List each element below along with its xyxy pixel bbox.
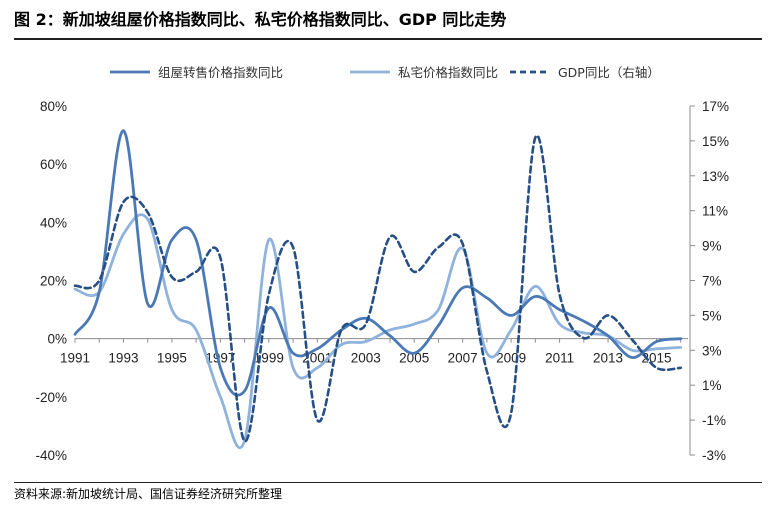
chart-axes: -40% -20% 0% 20% 40% 60% 80% -3% -1% 1% 3% 5% 7% 9% 11… [35,99,729,463]
title-rule [14,38,762,40]
y-right-tick-label: 11% [702,204,728,219]
chart-series [73,129,683,450]
legend-label-3: GDP同比（右轴） [558,65,660,80]
x-tick-label: 1997 [205,351,235,366]
y-right-tick-label: 13% [702,169,729,184]
x-tick-label: 1999 [254,351,284,366]
y-left-tick-label: 0% [47,332,67,347]
chart-legend: 组屋转售价格指数同比 私宅价格指数同比 GDP同比（右轴） [110,65,660,80]
x-tick-label: 1995 [157,351,187,366]
y-right-tick-label: 7% [702,274,722,289]
x-tick-label: 2007 [448,351,478,366]
x-tick-label: 1991 [60,351,90,366]
y-left-tick-label: 40% [40,215,67,230]
y-right-tick-label: 1% [702,378,722,393]
y-left-tick-label: -40% [35,448,67,463]
legend-label-2: 私宅价格指数同比 [398,65,498,80]
source-note: 资料来源:新加坡统计局、国信证券经济研究所整理 [14,487,283,501]
legend-label-1: 组屋转售价格指数同比 [158,65,283,80]
series-line-2 [73,213,683,450]
y-right-tick-label: 15% [702,134,729,149]
x-tick-label: 1993 [108,351,138,366]
y-left-tick-label: 20% [40,274,67,289]
y-right-tick-label: 9% [702,239,722,254]
y-right-tick-label: -1% [702,413,726,428]
series-line-3 [73,134,682,443]
y-left-tick-label: -20% [35,390,67,405]
y-right-tick-label: -3% [702,448,726,463]
x-tick-label: 2015 [641,351,671,366]
x-tick-label: 2013 [593,351,623,366]
line-chart: 组屋转售价格指数同比 私宅价格指数同比 GDP同比（右轴） -40% -20% 0% 20… [35,65,729,463]
series-line-1 [73,129,683,397]
y-right-tick-label: 5% [702,308,722,323]
source-rule [14,482,762,483]
x-tick-label: 2005 [399,351,429,366]
x-tick-label: 2003 [351,351,381,366]
y-right-tick-label: 17% [702,99,729,114]
x-tick-label: 2011 [545,351,574,366]
x-tick-label: 2009 [496,351,526,366]
y-right-tick-label: 3% [702,343,722,358]
y-left-tick-label: 60% [40,157,67,172]
figure-title: 图 2：新加坡组屋价格指数同比、私宅价格指数同比、GDP 同比走势 [14,10,507,29]
y-left-tick-label: 80% [40,99,67,114]
